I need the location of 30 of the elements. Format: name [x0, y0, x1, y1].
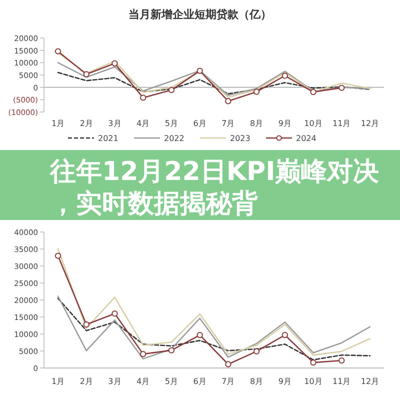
legend-label: 2024 — [296, 134, 316, 143]
legend-label: 2022 — [164, 134, 184, 143]
legend-label: 2023 — [230, 134, 250, 143]
xtick: 1月 — [51, 377, 65, 386]
xtick: 11月 — [332, 119, 351, 128]
headline: 往年12月22日KPI巅峰对决，实时数据揭秘背 — [50, 157, 380, 219]
xtick: 4月 — [136, 377, 150, 386]
xtick: 2月 — [80, 119, 93, 128]
xtick: 7月 — [222, 377, 235, 386]
xtick: 11月 — [332, 377, 351, 386]
xtick: 1月 — [51, 119, 65, 128]
xtick: 12月 — [360, 119, 380, 128]
xtick: 10月 — [304, 119, 322, 128]
xtick: 5月 — [164, 119, 178, 128]
title: 当月新增企业短期贷款（亿） — [128, 8, 272, 21]
xtick: 4月 — [136, 119, 150, 128]
xtick: 5月 — [164, 377, 178, 386]
xtick: 9月 — [278, 119, 292, 128]
xtick: 3月 — [108, 119, 122, 128]
xtick: 6月 — [193, 119, 206, 128]
xtick: 2月 — [80, 377, 93, 386]
xtick: 12月 — [360, 377, 380, 386]
xtick: 7月 — [222, 119, 235, 128]
xtick: 3月 — [108, 377, 122, 386]
xtick: 6月 — [193, 377, 206, 386]
xtick: 8月 — [250, 119, 264, 128]
xtick: 9月 — [278, 377, 292, 386]
xtick: 10月 — [304, 377, 322, 386]
xtick: 8月 — [250, 377, 264, 386]
legend-label: 2021 — [98, 134, 118, 143]
